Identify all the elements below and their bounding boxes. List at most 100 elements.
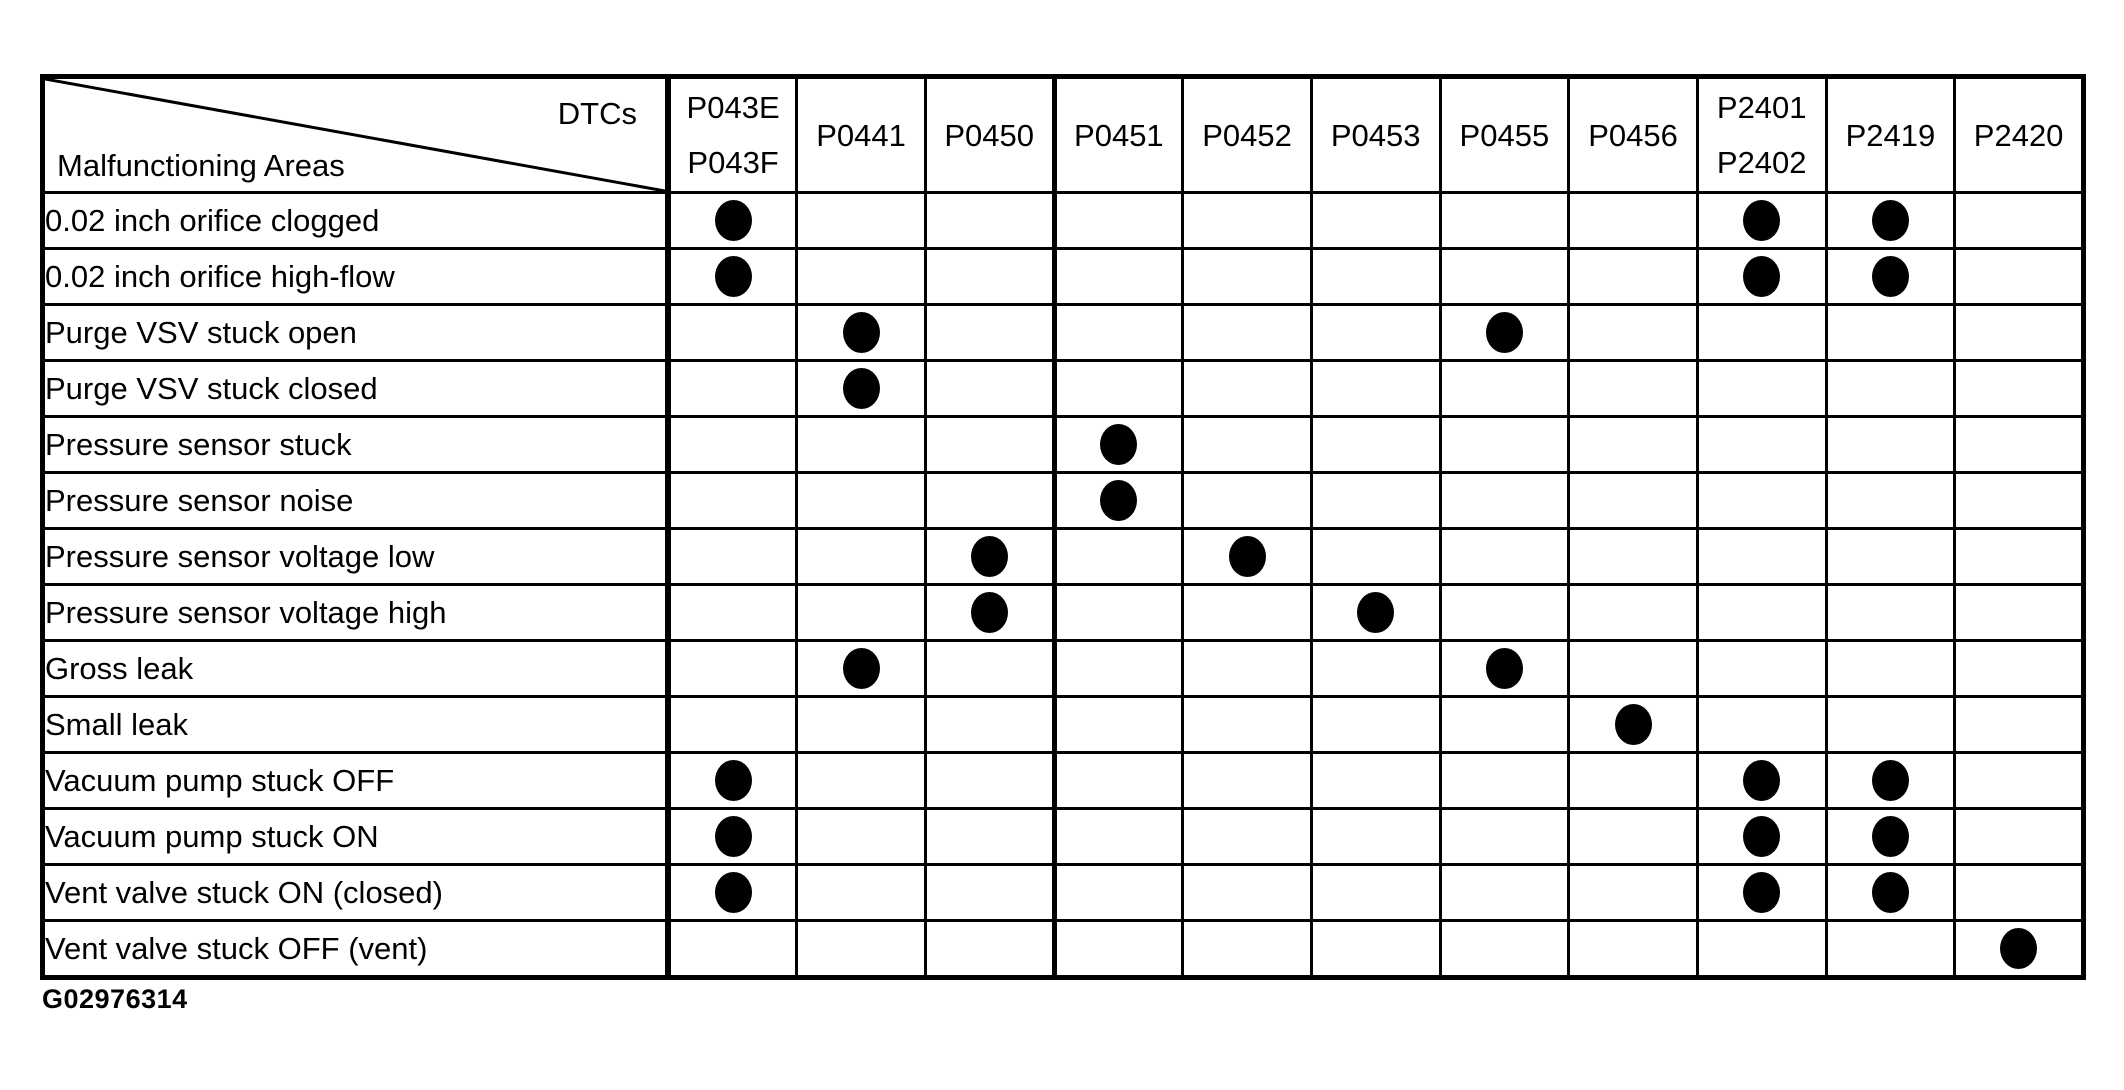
matrix-cell <box>1181 639 1313 698</box>
matrix-cell <box>1824 639 1957 698</box>
matrix-cell <box>1953 415 2085 474</box>
matrix-cell <box>923 247 1056 306</box>
matrix-cell <box>665 191 799 250</box>
matrix-cell <box>1181 415 1313 474</box>
matrix-cell <box>795 807 927 866</box>
matrix-cell <box>1309 919 1442 979</box>
dtc-code-label: P0450 <box>944 117 1034 153</box>
matrix-cell <box>665 247 799 306</box>
matrix-cell <box>1309 863 1442 922</box>
matrix-cell <box>1438 695 1571 754</box>
matrix-cell <box>1051 807 1185 866</box>
dot-marker <box>1871 200 1909 241</box>
table-row: Pressure sensor voltage high <box>41 583 2085 642</box>
table-body: 0.02 inch orifice clogged 0.02 inch orifi… <box>41 191 2085 979</box>
matrix-cell <box>1567 919 1699 979</box>
matrix-cell <box>1309 807 1442 866</box>
dtc-code-label: P0451 <box>1074 117 1164 153</box>
dtc-column-header: P0441 <box>795 75 927 194</box>
matrix-cell <box>1824 751 1957 810</box>
matrix-cell <box>665 471 799 530</box>
dtc-column-header: P0453 <box>1309 75 1442 194</box>
matrix-cell <box>1824 471 1957 530</box>
matrix-cell <box>1438 247 1571 306</box>
dot-marker <box>1614 704 1652 745</box>
matrix-cell <box>795 527 927 586</box>
dot-marker <box>1743 816 1781 857</box>
matrix-cell <box>1181 919 1313 979</box>
matrix-cell <box>1309 359 1442 418</box>
dot-marker <box>1485 312 1523 353</box>
matrix-cell <box>1181 527 1313 586</box>
matrix-cell <box>1953 807 2085 866</box>
matrix-cell <box>665 359 799 418</box>
matrix-cell <box>1567 415 1699 474</box>
table-row: Purge VSV stuck closed <box>41 359 2085 418</box>
dtc-code-label: P0441 <box>816 117 906 153</box>
matrix-cell <box>1309 303 1442 362</box>
matrix-cell <box>1953 863 2085 922</box>
matrix-cell <box>1695 863 1828 922</box>
matrix-cell <box>665 751 799 810</box>
dot-marker <box>1743 200 1781 241</box>
matrix-cell <box>1181 583 1313 642</box>
matrix-cell <box>1051 583 1185 642</box>
table-row: Vent valve stuck ON (closed) <box>41 863 2085 922</box>
matrix-cell <box>1181 695 1313 754</box>
matrix-cell <box>1438 919 1571 979</box>
matrix-cell <box>1567 527 1699 586</box>
matrix-cell <box>665 527 799 586</box>
dtc-code-label: P0453 <box>1330 117 1421 153</box>
matrix-cell <box>1824 695 1957 754</box>
matrix-cell <box>1438 583 1571 642</box>
matrix-cell <box>923 807 1056 866</box>
dot-marker <box>1871 256 1909 297</box>
matrix-cell <box>1051 415 1185 474</box>
table-row: Pressure sensor voltage low <box>41 527 2085 586</box>
dtc-matrix-table: DTCs Malfunctioning Areas P043E P043F P044… <box>40 74 2086 980</box>
row-label: 0.02 inch orifice clogged <box>41 191 670 250</box>
matrix-cell <box>1438 863 1571 922</box>
dtc-column-header: P0451 <box>1051 75 1185 194</box>
row-label: Pressure sensor voltage high <box>41 583 670 642</box>
matrix-cell <box>1567 807 1699 866</box>
dtc-code-label: P043E <box>686 90 780 125</box>
dtc-code-label: P2402 <box>1716 145 1807 180</box>
dot-marker <box>2000 928 2038 969</box>
matrix-cell <box>1953 527 2085 586</box>
dtc-column-header: P2419 <box>1824 75 1957 194</box>
matrix-cell <box>1695 471 1828 530</box>
matrix-cell <box>1051 751 1185 810</box>
matrix-cell <box>665 639 799 698</box>
dot-marker <box>1743 760 1781 801</box>
matrix-cell <box>1695 751 1828 810</box>
matrix-cell <box>1181 303 1313 362</box>
matrix-cell <box>1695 527 1828 586</box>
table-row: Pressure sensor stuck <box>41 415 2085 474</box>
matrix-cell <box>1824 863 1957 922</box>
dot-marker <box>1228 536 1266 577</box>
matrix-cell <box>1181 247 1313 306</box>
header-row: DTCs Malfunctioning Areas P043E P043F P044… <box>41 75 2085 194</box>
dot-marker <box>1743 256 1781 297</box>
matrix-cell <box>1824 303 1957 362</box>
figure-id: G02976314 <box>42 984 188 1014</box>
matrix-cell <box>1181 807 1313 866</box>
matrix-cell <box>1567 359 1699 418</box>
matrix-cell <box>1051 303 1185 362</box>
row-label: Pressure sensor noise <box>41 471 670 530</box>
matrix-cell <box>1824 919 1957 979</box>
corner-cell: DTCs Malfunctioning Areas <box>41 75 670 194</box>
matrix-cell <box>923 919 1056 979</box>
matrix-cell <box>1824 247 1957 306</box>
matrix-cell <box>1309 751 1442 810</box>
diagonal-divider-line <box>45 79 665 191</box>
matrix-cell <box>1309 639 1442 698</box>
matrix-cell <box>795 583 927 642</box>
matrix-cell <box>795 303 927 362</box>
matrix-cell <box>1953 471 2085 530</box>
matrix-cell <box>923 303 1056 362</box>
matrix-cell <box>1051 471 1185 530</box>
dtc-code-label: P2401 <box>1716 90 1807 125</box>
matrix-cell <box>1567 471 1699 530</box>
